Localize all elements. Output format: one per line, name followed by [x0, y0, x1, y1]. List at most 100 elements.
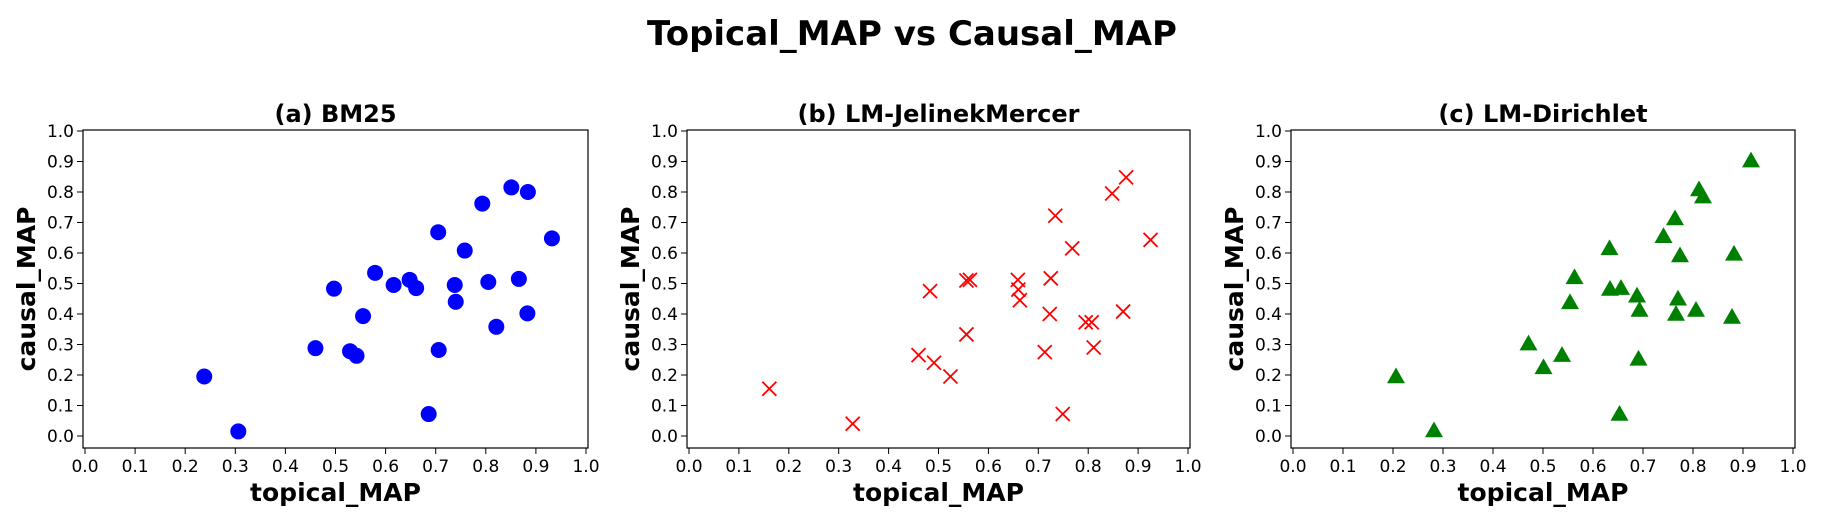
- x-tick-label: 0.4: [1479, 457, 1506, 477]
- data-point: [446, 277, 463, 294]
- chart-panel-3: (c) LM-Dirichlet 0.0 0.1 0.2 0.3 0.4 0.5 0.6 0.7…: [1220, 100, 1807, 507]
- data-point-stroke: [1086, 339, 1102, 356]
- y-tick-label: 0.1: [1255, 397, 1282, 417]
- data-point: [543, 230, 560, 247]
- data-point: [1671, 246, 1689, 263]
- x-tick-label: 0.7: [1025, 457, 1052, 477]
- y-tick-label: 0.3: [651, 336, 678, 356]
- data-point-stroke: [942, 368, 959, 385]
- data-point: [845, 416, 861, 432]
- data-point: [420, 406, 437, 423]
- data-point: [1012, 292, 1028, 308]
- x-tick-label: 0.4: [272, 457, 299, 477]
- data-point: [922, 283, 938, 299]
- data-point: [1669, 289, 1687, 306]
- data-point: [1612, 279, 1630, 295]
- figure-title: Topical_MAP vs Causal_MAP: [647, 14, 1177, 54]
- data-point: [488, 318, 505, 335]
- data-point-stroke: [926, 355, 942, 371]
- data-point: [1565, 268, 1584, 285]
- data-point: [910, 347, 927, 363]
- data-point: [962, 272, 978, 288]
- x-tick-label: 0.9: [1125, 457, 1152, 477]
- data-point-stroke: [1115, 303, 1131, 320]
- chart-panel-1: (a) BM25 0.0 0.1 0.2 0.3 0.4 0.5 0.6 0.7 0.8 0.9 1.…: [12, 100, 600, 507]
- x-tick-label: 0.5: [1529, 457, 1556, 477]
- data-point: [447, 293, 464, 310]
- data-point: [325, 280, 342, 297]
- y-tick-label: 0.3: [1255, 336, 1282, 356]
- data-point: [408, 280, 425, 297]
- data-point-stroke: [1012, 292, 1028, 308]
- y-tick-label: 0.2: [47, 366, 74, 386]
- data-point: [761, 381, 777, 397]
- panel-title: (c) LM-Dirichlet: [1438, 100, 1647, 128]
- data-point: [1553, 346, 1571, 362]
- data-point: [1142, 232, 1159, 248]
- y-tick-label: 0.4: [1255, 305, 1282, 325]
- y-tick-label: 0.8: [651, 183, 678, 203]
- data-point-stroke: [1047, 208, 1063, 224]
- data-point: [1742, 151, 1760, 168]
- data-point: [1610, 405, 1629, 421]
- y-tick-label: 0.0: [1255, 427, 1282, 447]
- data-point: [367, 264, 384, 281]
- data-point: [307, 340, 324, 357]
- data-point: [519, 184, 536, 200]
- data-point: [1118, 169, 1134, 185]
- data-point: [1425, 421, 1443, 438]
- data-point: [1055, 406, 1071, 422]
- x-tick-label: 0.8: [1679, 457, 1706, 477]
- chart-panel-2: (b) LM-JelinekMercer 0.0 0.1 0.2 0.3 0.4 0.5 0.…: [616, 100, 1202, 507]
- data-point: [1723, 308, 1741, 324]
- y-tick-label: 1.0: [651, 122, 678, 142]
- x-tick-label: 0.9: [1729, 457, 1756, 477]
- panel-title: (a) BM25: [274, 100, 396, 128]
- data-point: [1687, 301, 1705, 317]
- data-point: [958, 326, 975, 343]
- data-point: [480, 273, 497, 290]
- axes-frame: [686, 129, 1191, 449]
- x-axis-label: topical_MAP: [1458, 478, 1629, 507]
- data-point: [1387, 367, 1405, 384]
- x-axis-label: topical_MAP: [853, 478, 1024, 507]
- data-point: [196, 368, 213, 385]
- x-tick-label: 0.7: [422, 457, 449, 477]
- data-point: [430, 341, 447, 358]
- data-point-stroke: [761, 381, 777, 397]
- data-point: [1037, 344, 1053, 360]
- y-tick-label: 0.7: [651, 214, 678, 234]
- y-tick-label: 0.3: [47, 336, 74, 356]
- x-tick-label: 0.8: [472, 457, 499, 477]
- x-tick-label: 0.1: [122, 457, 149, 477]
- x-tick-label: 0.3: [825, 457, 852, 477]
- data-point: [355, 308, 372, 325]
- x-tick-label: 0.0: [1279, 457, 1306, 477]
- data-point-stroke: [845, 416, 861, 432]
- data-point-stroke: [910, 347, 927, 363]
- data-point: [1084, 314, 1100, 330]
- data-point-stroke: [1084, 314, 1100, 330]
- y-tick-label: 0.5: [651, 275, 678, 295]
- y-tick-label: 0.2: [651, 366, 678, 386]
- data-point: [1043, 270, 1059, 286]
- x-axis-label: topical_MAP: [250, 478, 421, 507]
- y-tick-label: 0.6: [1255, 244, 1282, 264]
- x-tick-label: 0.6: [1579, 457, 1606, 477]
- y-tick-label: 0.9: [1255, 153, 1282, 173]
- y-tick-label: 0.4: [651, 305, 678, 325]
- y-tick-label: 0.1: [47, 397, 74, 417]
- data-point: [1078, 314, 1094, 330]
- data-point: [1519, 334, 1538, 351]
- panel-title: (b) LM-JelinekMercer: [798, 100, 1080, 128]
- data-point: [1667, 305, 1685, 321]
- data-point: [1064, 240, 1080, 257]
- y-tick-label: 1.0: [1255, 122, 1282, 142]
- y-axis-label: causal_MAP: [12, 207, 41, 372]
- data-point: [385, 277, 402, 294]
- y-tick-label: 0.7: [47, 214, 74, 234]
- y-tick-label: 0.5: [47, 275, 74, 295]
- x-tick-label: 0.1: [1329, 457, 1356, 477]
- data-point-stroke: [1118, 169, 1134, 185]
- data-point: [348, 347, 365, 364]
